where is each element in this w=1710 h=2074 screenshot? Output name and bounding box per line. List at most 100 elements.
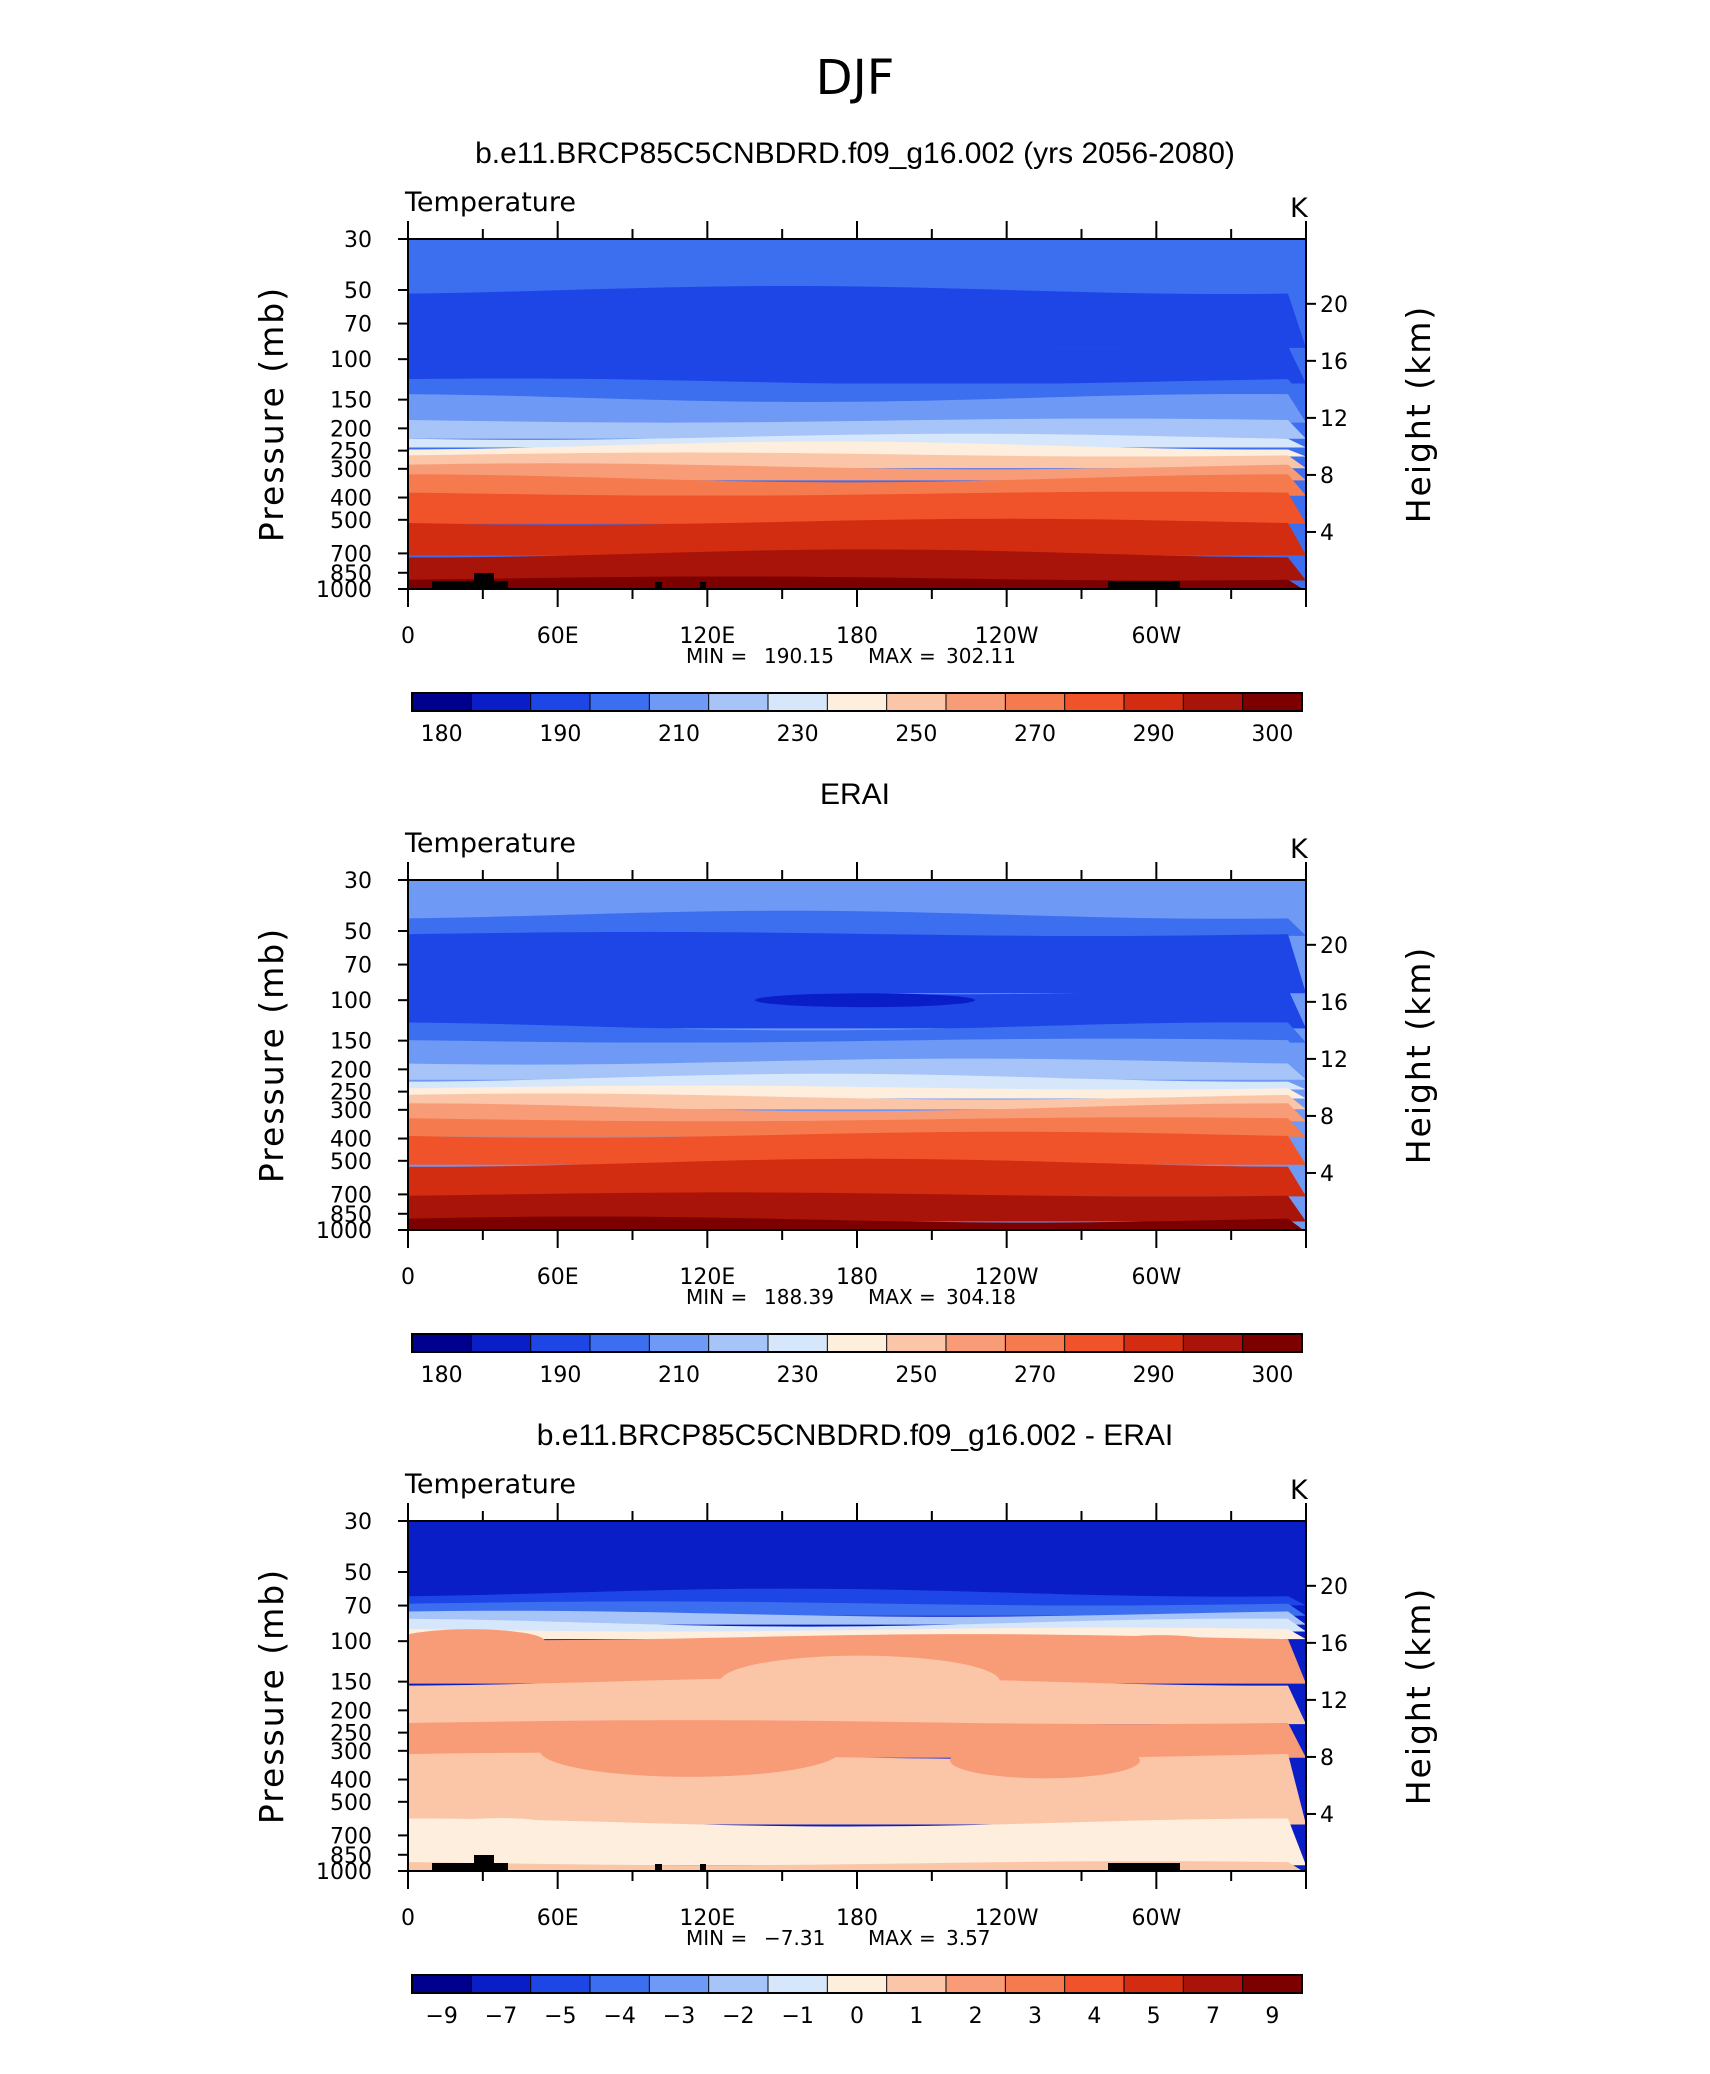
colorbar-box: [1123, 692, 1185, 712]
colorbar-box: [708, 1974, 770, 1994]
topography: [700, 1864, 706, 1871]
figure-title: DJF: [816, 50, 895, 106]
colorbar-label: 290: [1133, 1363, 1175, 1388]
max-label: MAX =: [868, 644, 936, 668]
y-tick-label: 70: [344, 954, 372, 979]
units-label: K: [1290, 834, 1309, 865]
min-label: MIN =: [686, 1926, 747, 1950]
x-tick-label: 60W: [1131, 1265, 1181, 1290]
max-label: MAX =: [868, 1285, 936, 1309]
y-tick-label: 50: [344, 279, 372, 304]
y-right-tick-label: 12: [1320, 407, 1348, 432]
colorbar-box: [589, 692, 651, 712]
variable-label: Temperature: [404, 187, 576, 218]
contour-band: [408, 576, 1303, 589]
colorbar-frame: [411, 1333, 1303, 1353]
y-tick-label: 200: [330, 1058, 372, 1083]
panel-title: ERAI: [820, 778, 890, 811]
colorbar-label: −4: [603, 2004, 635, 2029]
y-tick-label: 700: [330, 1183, 372, 1208]
y-tick-label: 300: [330, 1099, 372, 1124]
x-tick-label: 180: [836, 1265, 878, 1290]
contour-band: [408, 1058, 1306, 1080]
contour-band: [408, 892, 1306, 917]
colorbar-box: [648, 692, 710, 712]
anomaly-patch: [1105, 1635, 1215, 1652]
y-axis-title: Pressure (mb): [252, 286, 291, 542]
colorbar-label: 180: [421, 1363, 463, 1388]
y-right-tick-label: 4: [1320, 521, 1334, 546]
colorbar-box: [1004, 692, 1066, 712]
y-right-axis-title: Height (km): [1399, 946, 1438, 1165]
colorbar: 180 190 210 230 250 270 290 300: [411, 692, 1303, 747]
min-label: MIN =: [686, 1285, 747, 1309]
variable-label: Temperature: [404, 828, 576, 859]
colorbar-box: [1242, 1974, 1303, 1994]
colorbar-box: [411, 1974, 473, 1994]
units-label: K: [1290, 193, 1309, 224]
colorbar-box: [470, 1333, 532, 1353]
colorbar-box: [767, 1333, 829, 1353]
colorbar-label: 250: [895, 1363, 937, 1388]
colorbar-label: 270: [1014, 1363, 1056, 1388]
max-value: 304.18: [946, 1285, 1016, 1309]
contour-band: [408, 393, 1306, 423]
colorbar-label: 180: [421, 722, 463, 747]
colorbar-box: [411, 692, 473, 712]
min-value: 190.15: [764, 644, 834, 668]
colorbar-box: [411, 1333, 473, 1353]
colorbar-frame: [411, 692, 1303, 712]
contour-band: [408, 1556, 1306, 1595]
colorbar-box: [1182, 692, 1244, 712]
contour-band: [408, 474, 1306, 496]
max-value: 302.11: [946, 644, 1016, 668]
y-tick-label: 30: [344, 869, 372, 894]
colorbar-label: −7: [485, 2004, 517, 2029]
colorbar-label: −3: [663, 2004, 695, 2029]
colorbar-label: 300: [1251, 722, 1293, 747]
colorbar-box: [708, 1333, 770, 1353]
contour-band: [408, 931, 1306, 994]
colorbar: −9 −7 −5 −4 −3 −2 −1 0 1 2 3 4 5 7 9: [411, 1974, 1303, 2029]
contour-band: [408, 1103, 1306, 1122]
colorbar-label: 9: [1265, 2004, 1279, 2029]
colorbar-box: [1064, 1974, 1125, 1994]
anomaly-patch: [440, 1818, 560, 1839]
y-tick-label: 30: [344, 1510, 372, 1535]
x-tick-label: 120W: [975, 624, 1039, 649]
colorbar-box: [1004, 1974, 1066, 1994]
topography: [655, 1864, 662, 1871]
y-tick-label: 200: [330, 417, 372, 442]
y-tick-label: 850: [330, 562, 372, 587]
contour-band: [408, 433, 1306, 448]
anomaly-patch: [408, 1629, 545, 1654]
colorbar-label: 210: [658, 1363, 700, 1388]
contour-band: [408, 1093, 1306, 1110]
colorbar-label: 230: [777, 722, 819, 747]
y-tick-label: 400: [330, 1769, 372, 1794]
y-right-tick-label: 8: [1320, 1105, 1334, 1130]
contour-band: [408, 378, 1306, 400]
topography: [700, 582, 706, 589]
y-axis-title: Pressure (mb): [252, 927, 291, 1183]
contour-band: [408, 1861, 1303, 1871]
topography: [494, 1863, 508, 1871]
anomaly-patch: [950, 1742, 1140, 1779]
contour-band: [408, 1192, 1306, 1222]
colorbar-box: [1182, 1974, 1244, 1994]
x-tick-label: 120E: [679, 1265, 735, 1290]
y-tick-label: 150: [330, 1671, 372, 1696]
contour-band: [408, 418, 1306, 439]
colorbar-label: 250: [895, 722, 937, 747]
topography: [1108, 1863, 1180, 1871]
y-tick-label: 30: [344, 228, 372, 253]
y-tick-label: 500: [330, 1791, 372, 1816]
y-tick-label: 1000: [316, 578, 372, 603]
x-tick-label: 120E: [679, 1906, 735, 1931]
colorbar-box: [589, 1974, 651, 1994]
colorbar: 180 190 210 230 250 270 290 300: [411, 1333, 1303, 1388]
y-tick-label: 850: [330, 1203, 372, 1228]
contour-band: [408, 343, 1306, 384]
colorbar-box: [886, 1974, 948, 1994]
contour-band: [408, 1158, 1306, 1197]
